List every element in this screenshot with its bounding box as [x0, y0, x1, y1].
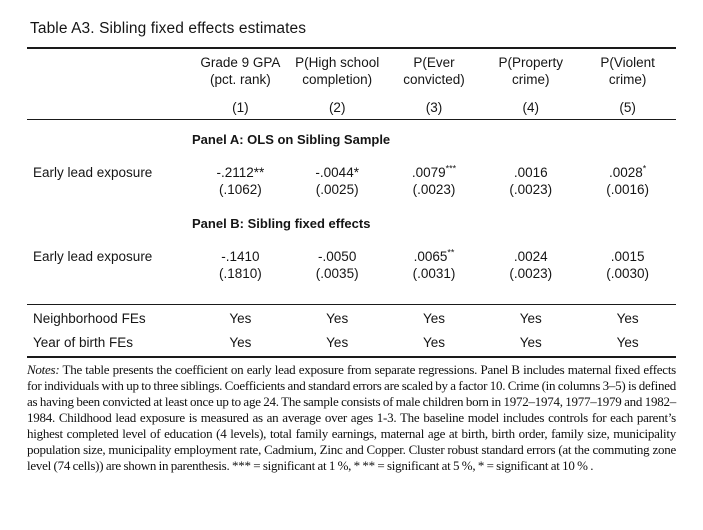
column-header-line: convicted)	[403, 72, 465, 87]
standard-error: (.0016)	[606, 181, 649, 197]
notes-text: The table presents the coefficient on ea…	[27, 362, 676, 473]
column-header-line: P(High school	[295, 55, 380, 70]
fe-value: Yes	[288, 329, 386, 358]
standard-error: (.1810)	[219, 265, 262, 281]
estimate-cell: .0016 (.0023)	[482, 147, 579, 198]
column-header-4: P(Property crime)	[482, 48, 579, 88]
column-header-5: P(Violent crime)	[579, 48, 676, 88]
row-label-early-lead-exposure: Early lead exposure	[33, 165, 153, 180]
panel-b-header: Panel B: Sibling fixed effects	[192, 216, 371, 231]
coefficient: .0065**	[413, 247, 455, 264]
column-number-3: (3)	[385, 88, 483, 120]
column-header-line: P(Property	[498, 55, 564, 70]
coefficient: .0015	[610, 249, 645, 264]
row-label-early-lead-exposure: Early lead exposure	[33, 249, 153, 264]
estimate-cell: -.0050 (.0035)	[289, 231, 386, 305]
column-number-row: (1) (2) (3) (4) (5)	[27, 88, 676, 120]
column-header-line: (pct. rank)	[210, 72, 271, 87]
fe-value: Yes	[385, 304, 483, 329]
panel-a-header-row: Panel A: OLS on Sibling Sample	[27, 120, 676, 148]
fe-value: Yes	[288, 304, 386, 329]
panel-a-estimate-row: Early lead exposure -.2112** (.1062) -.0…	[27, 147, 676, 198]
column-header-line: completion)	[302, 72, 373, 87]
column-header-2: P(High school completion)	[289, 48, 386, 88]
estimate-cell: .0015 (.0030)	[579, 231, 676, 305]
estimate-cell: -.2112** (.1062)	[192, 147, 289, 198]
panel-b-estimate-row: Early lead exposure -.1410 (.1810) -.005…	[27, 231, 676, 305]
standard-error: (.1062)	[219, 181, 262, 197]
number-spacer	[27, 88, 192, 120]
fe-value: Yes	[579, 304, 676, 329]
column-number-4: (4)	[482, 88, 580, 120]
column-header-line: P(Violent	[600, 55, 655, 70]
standard-error: (.0023)	[509, 181, 553, 197]
significance-stars: ***	[445, 163, 457, 174]
results-table: Grade 9 GPA (pct. rank) P(High school co…	[27, 47, 676, 358]
fe-value: Yes	[579, 329, 676, 358]
panel-a-header: Panel A: OLS on Sibling Sample	[192, 132, 391, 147]
panel-b-header-row: Panel B: Sibling fixed effects	[27, 198, 676, 231]
significance-stars: **	[447, 247, 455, 258]
estimate-cell: .0079*** (.0023)	[386, 147, 483, 198]
standard-error: (.0023)	[412, 181, 456, 197]
standard-error: (.0023)	[509, 265, 553, 281]
table-title: Table A3. Sibling fixed effects estimate…	[30, 20, 307, 37]
column-header-line: Grade 9 GPA	[200, 55, 281, 70]
fe-value: Yes	[192, 304, 289, 329]
standard-error: (.0025)	[315, 181, 359, 197]
row-label-year-of-birth-fes: Year of birth FEs	[27, 329, 192, 358]
fe-value: Yes	[482, 329, 580, 358]
row-label-neighborhood-fes: Neighborhood FEs	[27, 304, 192, 329]
panel-spacer	[27, 198, 192, 231]
header-spacer	[27, 48, 192, 88]
estimate-cell: .0065** (.0031)	[386, 231, 483, 305]
column-header-line: P(Ever	[413, 55, 455, 70]
coefficient: -.2112**	[216, 165, 265, 180]
coefficient: -.1410	[221, 249, 260, 264]
neighborhood-fes-row: Neighborhood FEs Yes Yes Yes Yes Yes	[27, 304, 676, 329]
estimate-cell: .0024 (.0023)	[482, 231, 579, 305]
standard-error: (.0035)	[315, 265, 359, 281]
standard-error: (.0030)	[606, 265, 649, 281]
notes-label: Notes:	[27, 362, 60, 377]
estimate-cell: -.1410 (.1810)	[192, 231, 289, 305]
table-notes: Notes: The table presents the coefficien…	[27, 362, 676, 474]
column-number-1: (1)	[192, 88, 289, 120]
coefficient: -.0050	[318, 249, 357, 264]
coefficient: .0079***	[411, 163, 457, 180]
column-number-2: (2)	[288, 88, 386, 120]
estimate-cell: .0028* (.0016)	[579, 147, 676, 198]
year-of-birth-fes-row: Year of birth FEs Yes Yes Yes Yes Yes	[27, 329, 676, 358]
coefficient: -.0044*	[315, 165, 359, 180]
fe-value: Yes	[482, 304, 580, 329]
coefficient: .0016	[513, 165, 548, 180]
column-header-3: P(Ever convicted)	[386, 48, 483, 88]
column-header-row: Grade 9 GPA (pct. rank) P(High school co…	[27, 48, 676, 88]
coefficient: .0028*	[608, 163, 647, 180]
fe-value: Yes	[385, 329, 483, 358]
standard-error: (.0031)	[412, 265, 456, 281]
column-header-line: crime)	[608, 72, 647, 87]
column-header-line: crime)	[512, 72, 550, 87]
coefficient: .0024	[513, 249, 548, 264]
estimate-cell: -.0044* (.0025)	[289, 147, 386, 198]
column-number-5: (5)	[579, 88, 676, 120]
column-header-1: Grade 9 GPA (pct. rank)	[192, 48, 289, 88]
panel-spacer	[27, 120, 192, 148]
fe-value: Yes	[192, 329, 289, 358]
significance-stars: *	[642, 163, 647, 174]
